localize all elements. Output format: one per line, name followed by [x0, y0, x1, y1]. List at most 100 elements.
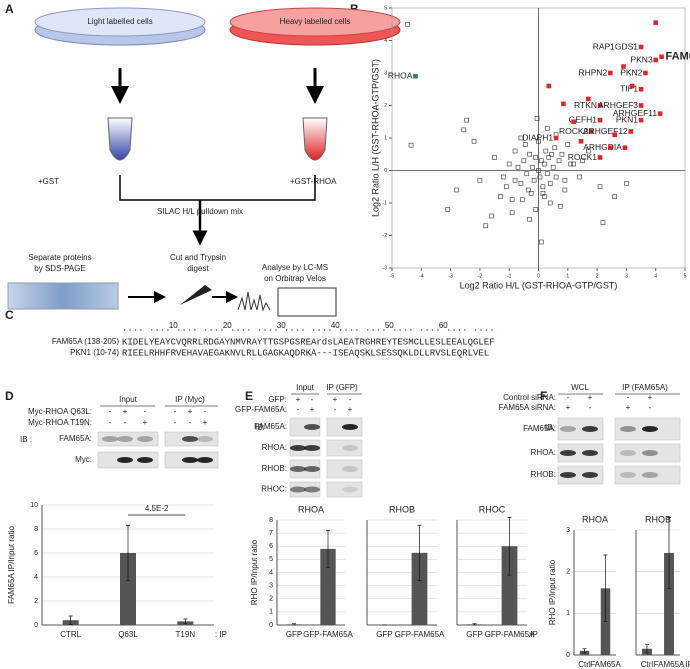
treatment-sign: -: [204, 407, 207, 416]
point: [539, 158, 544, 164]
point: [653, 57, 659, 63]
sequence: KIDELYEAYCVQRRLRDGAYNMVRAYTTGSPGSREArdsL…: [122, 337, 495, 347]
workflow: Light labelled cells Heavy labelled cell…: [7, 7, 401, 317]
x-tick-label: 1: [566, 273, 569, 279]
error-bar: [68, 615, 73, 625]
ruler-dot: [356, 329, 358, 331]
error-bar: [507, 517, 512, 576]
y-tick-label: 3: [566, 527, 570, 534]
point: [607, 70, 613, 76]
treatment-label: GFP:: [268, 395, 287, 404]
point: [523, 142, 528, 147]
point: [542, 194, 547, 199]
point: [653, 20, 659, 25]
y-tick-label: 2: [34, 598, 38, 605]
band: [642, 450, 658, 456]
treatment-sign: -: [567, 393, 570, 402]
band: [304, 445, 320, 451]
ruler-dot: [291, 329, 293, 331]
point-label: RAP1GDS1: [593, 41, 639, 51]
y-tick-label: 0: [566, 652, 570, 659]
band: [137, 457, 153, 463]
ruler-dot: [383, 329, 385, 331]
ruler-dot: [474, 329, 477, 331]
step: Separate proteins: [28, 253, 91, 262]
point: [588, 129, 594, 134]
point: [621, 64, 626, 69]
treatment-label: GFP-FAM65A:: [235, 405, 287, 414]
panel-letter: E: [245, 389, 253, 403]
ruler-dot: [237, 329, 239, 331]
treatment-sign: +: [143, 418, 148, 427]
point: [533, 207, 538, 212]
treatment-label: Myc-RHOA Q63L:: [28, 407, 92, 416]
treatment-sign: +: [588, 393, 593, 402]
point: [527, 216, 533, 222]
ruler-dot: [123, 329, 126, 331]
x-tick-label: -5: [390, 273, 395, 279]
point: [542, 161, 547, 167]
ruler-dot: [372, 329, 374, 331]
band-label: RHOB:: [531, 470, 556, 479]
x-tick-label: CTRL: [60, 630, 81, 639]
point: [597, 184, 603, 190]
band: [290, 466, 306, 472]
point: [628, 129, 634, 134]
step: Analyse by LC-MS: [262, 263, 328, 272]
x-tick-label: FAM65A: [590, 660, 621, 669]
point: [562, 187, 568, 193]
treatment-sign: +: [203, 418, 208, 427]
point: [547, 181, 553, 186]
point: [597, 103, 603, 108]
point: [600, 220, 606, 225]
ruler-dot: [285, 329, 288, 331]
treatment-sign: +: [648, 393, 653, 402]
point: [512, 177, 518, 183]
treatment-label: Control siRNA:: [503, 393, 556, 402]
bar: [120, 553, 136, 625]
point: [577, 174, 582, 180]
y-axis-label: RHO IP/Input ratio: [250, 539, 259, 605]
ruler-dot: [177, 329, 180, 331]
point: [521, 158, 527, 164]
blot-strip: [557, 465, 604, 485]
point: [553, 174, 559, 180]
point: [549, 151, 554, 157]
chart-title: RHOB: [645, 514, 671, 524]
ruler-dot: [458, 329, 461, 331]
ruler-dot: [150, 329, 153, 331]
ruler-number: 40: [331, 321, 340, 330]
point: [413, 73, 418, 79]
band: [342, 424, 358, 430]
point-label: ARHGDIA: [583, 142, 622, 152]
band: [620, 450, 636, 456]
y-tick-label: 2: [566, 569, 570, 576]
x-tick-label: GFP-FAM65A: [485, 630, 535, 639]
y-tick-label: 10: [30, 502, 38, 509]
step: on Orbitrap Velos: [264, 274, 326, 283]
treatment-sign: +: [333, 395, 338, 404]
ruler-dot: [231, 329, 234, 331]
band: [620, 472, 636, 478]
ruler-dot: [464, 329, 466, 331]
point: [612, 132, 617, 138]
point: [607, 145, 613, 151]
point: [568, 161, 574, 167]
point: [624, 181, 629, 186]
point: [512, 148, 518, 154]
band-label: FAM65A:: [59, 434, 92, 443]
band: [342, 486, 358, 493]
point: [536, 138, 541, 144]
error-bar: [126, 525, 130, 581]
ruler-dot: [302, 329, 304, 331]
band: [290, 486, 306, 493]
y-tick-label: 8: [34, 526, 38, 533]
y-tick-label: -1: [383, 200, 388, 206]
band: [620, 426, 636, 432]
x-tick-label: -1: [507, 273, 512, 279]
point: [506, 161, 512, 167]
ruler-dot: [134, 329, 137, 331]
chart-title: RHOA: [582, 514, 608, 524]
point: [539, 239, 544, 245]
ib-label: IB:: [545, 423, 555, 432]
